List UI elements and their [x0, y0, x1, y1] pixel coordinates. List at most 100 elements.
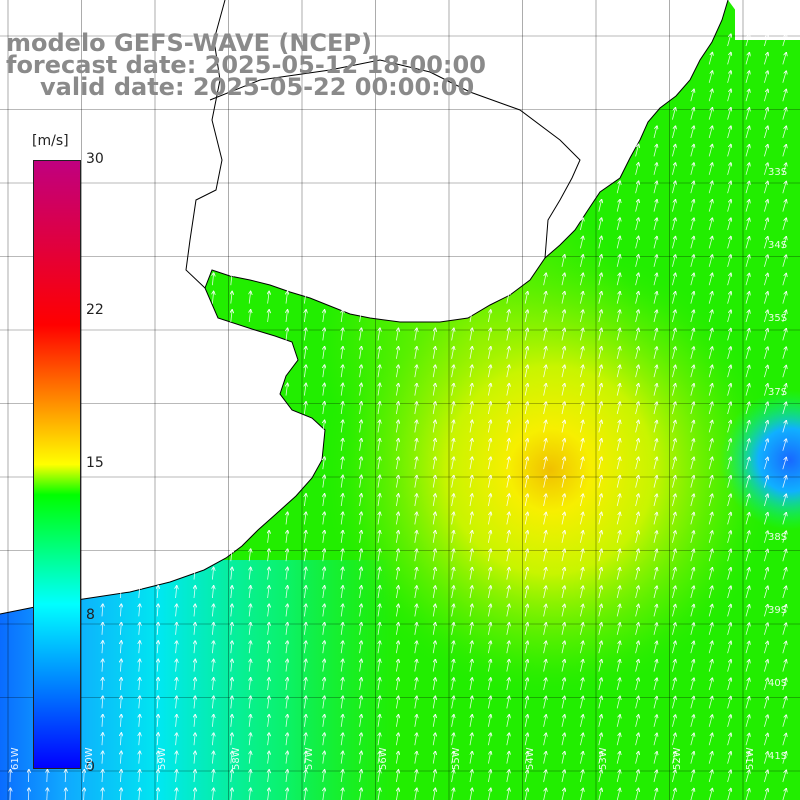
- wind-arrow: [451, 789, 454, 800]
- wind-arrow: [561, 568, 565, 580]
- wind-arrow: [212, 678, 213, 691]
- wind-arrow: [524, 568, 527, 580]
- wind-arrow: [488, 402, 490, 415]
- wind-arrow: [194, 586, 195, 599]
- wind-arrow: [580, 292, 583, 304]
- wind-arrow: [764, 237, 767, 249]
- colorbar-tick: 0: [86, 759, 95, 775]
- wind-arrow: [690, 163, 694, 175]
- wind-arrow: [360, 421, 362, 433]
- wind-arrow: [598, 642, 602, 654]
- wind-arrow: [635, 531, 639, 543]
- wind-arrow: [102, 678, 103, 691]
- wind-arrow: [782, 587, 786, 599]
- wind-arrow: [231, 715, 232, 727]
- wind-arrow: [580, 347, 583, 359]
- coastline: [0, 0, 729, 615]
- wind-arrow: [653, 292, 657, 304]
- wind-arrow: [415, 733, 417, 746]
- wind-arrow: [727, 568, 731, 580]
- wind-arrow: [396, 586, 398, 599]
- wind-arrow: [286, 586, 288, 599]
- wind-arrow: [360, 476, 362, 488]
- wind-arrow: [249, 586, 250, 599]
- wind-arrow: [451, 439, 454, 451]
- wind-arrow: [672, 789, 675, 800]
- wind-arrow: [524, 531, 527, 543]
- wind-arrow: [580, 568, 583, 580]
- wind-arrow: [672, 458, 675, 470]
- wind-arrow: [415, 365, 417, 378]
- wind-arrow: [286, 660, 288, 672]
- wind-arrow: [341, 476, 343, 488]
- wind-arrow: [304, 752, 306, 764]
- wind-arrow: [727, 494, 731, 507]
- wind-arrow: [488, 439, 490, 451]
- wind-arrow: [708, 53, 712, 65]
- wind-arrow: [139, 788, 140, 800]
- wind-arrow: [469, 770, 472, 783]
- wind-arrow: [341, 586, 343, 599]
- wind-arrow: [727, 550, 731, 562]
- wind-arrow: [249, 752, 250, 764]
- wind-arrow: [488, 733, 490, 746]
- wind-arrow: [433, 605, 435, 617]
- wind-arrow: [782, 771, 786, 783]
- wind-arrow: [635, 255, 639, 267]
- wind-arrow: [469, 421, 472, 433]
- wind-arrow: [268, 770, 270, 783]
- wind-arrow: [231, 660, 232, 672]
- wind-arrow: [451, 623, 454, 635]
- wind-arrow: [249, 549, 250, 562]
- wind-arrow: [231, 605, 232, 617]
- wind-arrow: [268, 641, 270, 654]
- wind-arrow: [635, 292, 639, 304]
- wind-arrow: [580, 310, 583, 323]
- wind-arrow: [341, 752, 343, 764]
- wind-arrow: [176, 752, 177, 764]
- wind-arrow: [708, 494, 712, 507]
- wind-arrow: [782, 439, 786, 451]
- wind-arrow: [635, 384, 639, 396]
- wind-arrow: [672, 660, 675, 672]
- wind-arrow: [65, 788, 66, 800]
- wind-arrow: [360, 310, 362, 323]
- wind-arrow: [561, 678, 565, 691]
- wind-arrow: [524, 734, 527, 746]
- wind-arrow: [598, 366, 602, 378]
- wind-arrow: [360, 365, 362, 378]
- wind-arrow: [433, 586, 435, 599]
- wind-arrow: [415, 421, 417, 433]
- wind-arrow: [635, 770, 639, 783]
- wind-arrow: [415, 568, 417, 580]
- wind-arrow: [341, 439, 343, 451]
- wind-arrow: [745, 660, 749, 672]
- wind-arrow: [635, 402, 639, 415]
- wind-arrow: [469, 476, 472, 488]
- wind-arrow: [451, 715, 454, 727]
- wind-arrow: [561, 384, 565, 396]
- wind-arrow: [745, 366, 749, 378]
- wind-arrow: [433, 421, 435, 433]
- wind-arrow: [598, 458, 602, 470]
- wind-arrow: [635, 145, 639, 157]
- wind-arrow: [469, 531, 472, 543]
- wind-arrow: [506, 697, 509, 709]
- wind-arrow: [782, 605, 786, 617]
- latitude-label: 33S: [768, 167, 788, 178]
- wind-arrow: [672, 531, 675, 543]
- wind-arrow: [304, 697, 306, 709]
- wind-arrow: [635, 237, 639, 249]
- wind-arrow: [360, 329, 362, 341]
- wind-arrow: [727, 623, 731, 635]
- wind-arrow: [672, 292, 675, 304]
- wind-arrow: [561, 292, 565, 304]
- wind-arrow: [506, 402, 509, 415]
- wind-arrow: [304, 347, 306, 359]
- wind-arrow: [672, 329, 675, 341]
- wind-arrow: [690, 292, 694, 304]
- wind-arrow: [561, 274, 565, 286]
- wind-arrow: [286, 513, 288, 525]
- wind-arrow: [764, 439, 767, 451]
- wind-arrow: [672, 274, 675, 286]
